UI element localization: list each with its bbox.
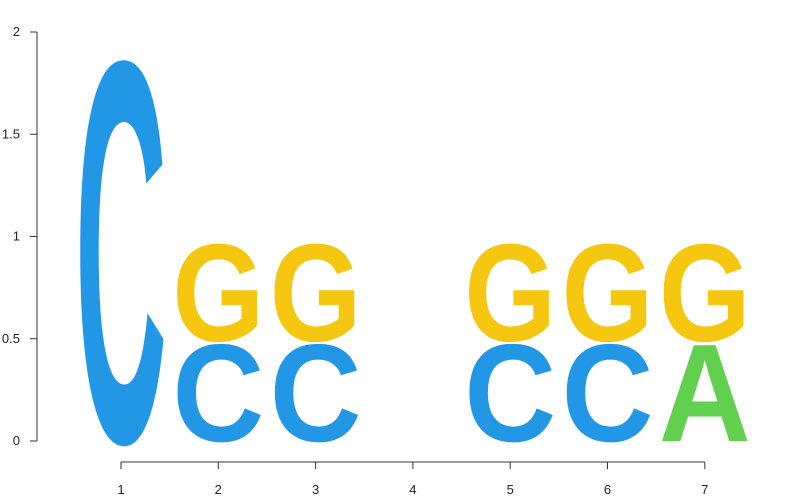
logo-letter-C-pos-1: C (75, 0, 167, 500)
logo-letter-A-pos-7: A (659, 316, 751, 471)
x-tick-label: 7 (701, 482, 708, 497)
logo-letter-G-pos-3: G (270, 216, 362, 371)
logo-letter-C-pos-3: C (270, 316, 362, 471)
logo-letter-G-pos-5: G (464, 216, 556, 371)
logo-letter-C-pos-6: C (562, 316, 654, 471)
logo-letter-C-pos-5: C (464, 316, 556, 471)
x-tick-label: 5 (507, 482, 514, 497)
y-tick-label: 0 (13, 433, 20, 448)
x-tick-label: 6 (604, 482, 611, 497)
logo-letter-C-pos-2: C (172, 316, 264, 471)
y-tick-label: 2 (13, 24, 20, 39)
logo-letter-G-pos-2: G (172, 216, 264, 371)
x-tick-label: 3 (312, 482, 319, 497)
x-tick-label: 4 (409, 482, 416, 497)
y-tick-label: 1.5 (2, 126, 20, 141)
x-axis: 1 2 3 4 5 6 7 (117, 461, 708, 497)
y-tick-label: 0.5 (2, 331, 20, 346)
x-tick-label: 1 (117, 482, 124, 497)
logo-letter-G-pos-7: G (659, 216, 751, 371)
y-axis: 0 0.5 1 1.5 2 (2, 24, 38, 448)
x-tick-label: 2 (215, 482, 222, 497)
logo-letter-G-pos-6: G (562, 216, 654, 371)
y-tick-label: 1 (13, 229, 20, 244)
